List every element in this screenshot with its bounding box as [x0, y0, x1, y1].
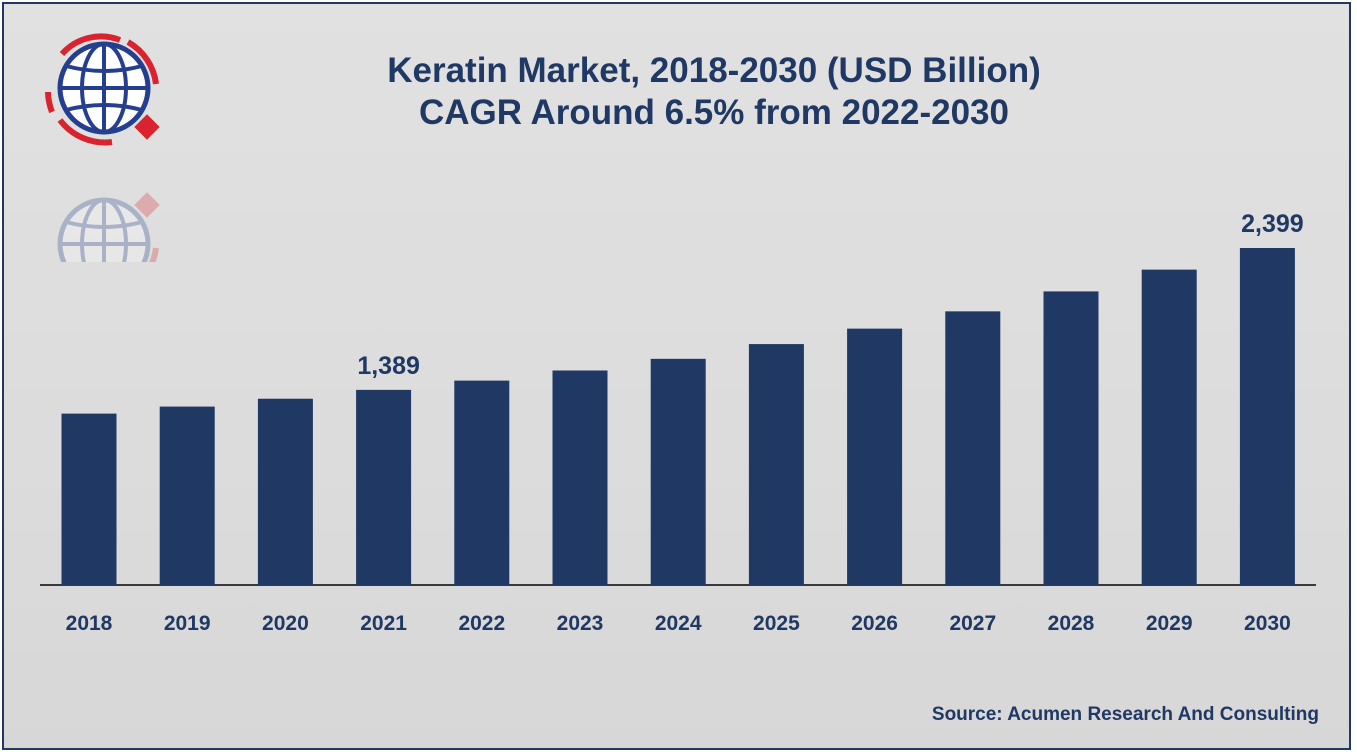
chart-title: Keratin Market, 2018-2030 (USD Billion) — [387, 51, 1041, 90]
bar-2030 — [1239, 248, 1295, 585]
source-note: Source: Acumen Research And Consulting — [931, 704, 1319, 725]
bar-2025 — [748, 344, 804, 585]
x-tick-label-2022: 2022 — [458, 612, 505, 635]
data-label-2030: 2,399 — [1241, 210, 1304, 238]
bar-2028 — [1043, 291, 1099, 585]
data-label-2021: 1,389 — [357, 352, 420, 380]
x-tick-label-2025: 2025 — [753, 612, 800, 635]
x-tick-label-2019: 2019 — [164, 612, 211, 635]
x-tick-label-2028: 2028 — [1048, 612, 1095, 635]
bar-2021 — [356, 389, 412, 585]
bar-2029 — [1141, 269, 1197, 585]
bar-2023 — [552, 370, 608, 585]
x-tick-label-2027: 2027 — [949, 612, 996, 635]
x-tick-label-2021: 2021 — [360, 612, 407, 635]
x-tick-label-2020: 2020 — [262, 612, 309, 635]
bar-2027 — [945, 311, 1001, 585]
x-tick-label-2026: 2026 — [851, 612, 898, 635]
x-tick-label-2024: 2024 — [655, 612, 702, 635]
x-tick-label-2029: 2029 — [1146, 612, 1193, 635]
bar-2020 — [257, 398, 313, 585]
x-tick-label-2023: 2023 — [557, 612, 604, 635]
x-tick-label-2018: 2018 — [66, 612, 113, 635]
bar-2018 — [61, 413, 117, 585]
bar-2019 — [159, 406, 215, 585]
x-tick-label-2030: 2030 — [1244, 612, 1291, 635]
globe-icon — [42, 32, 170, 155]
bar-2026 — [847, 328, 903, 585]
chart-subtitle: CAGR Around 6.5% from 2022-2030 — [419, 93, 1009, 132]
bar-2024 — [650, 358, 706, 585]
bar-2022 — [454, 380, 510, 585]
